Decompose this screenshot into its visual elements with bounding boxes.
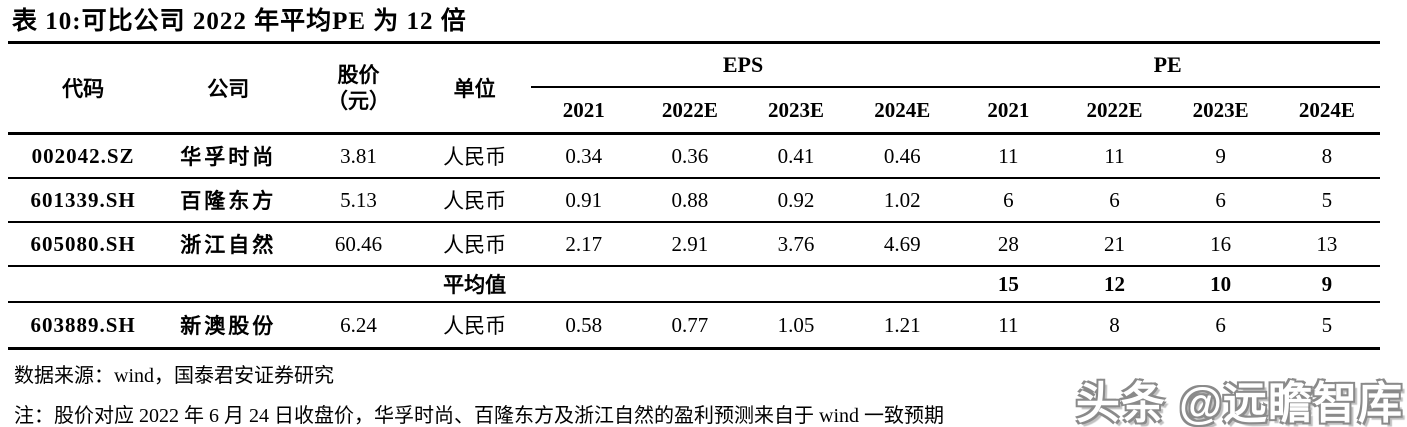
- pe-2024e: 8: [1321, 143, 1333, 168]
- table-title: 表 10:可比公司 2022 年平均PE 为 12 倍: [12, 8, 467, 35]
- currency-unit: 人民币: [443, 314, 507, 338]
- pe-2023e: 16: [1210, 231, 1232, 256]
- table-row-bailong: 601339.SH 百隆东方 5.13 人民币 0.91 0.88 0.92 1…: [8, 178, 1380, 222]
- pe-2021: 6: [1003, 187, 1014, 212]
- eps-2024e: 4.69: [883, 231, 921, 256]
- currency-unit: 人民币: [443, 145, 507, 169]
- avg-pe-2022e: 12: [1104, 271, 1126, 296]
- stock-price: 3.81: [340, 143, 377, 168]
- pe-2023e: 6: [1215, 187, 1226, 212]
- avg-pe-2021: 15: [997, 271, 1019, 296]
- pe-2024e: 5: [1321, 187, 1333, 212]
- pe-2022e: 11: [1104, 143, 1125, 168]
- currency-unit: 人民币: [443, 189, 507, 213]
- eps-2021: 2.17: [565, 231, 603, 256]
- col-header-eps-2022e: 2022E: [636, 87, 743, 135]
- stock-price: 60.46: [334, 231, 383, 256]
- average-label: 平均值: [443, 273, 507, 297]
- table-row-average: 平均值 15 12 10 9: [8, 266, 1380, 302]
- empty-cell: [637, 266, 743, 302]
- col-header-unit: 单位: [418, 42, 531, 135]
- col-header-company: 公司: [158, 42, 299, 135]
- empty-cell: [158, 266, 298, 302]
- comparable-companies-table: 代码 公司 股价 （元） 单位 EPS PE 2021 2022E 2023E …: [8, 41, 1380, 350]
- eps-2021: 0.91: [565, 187, 603, 212]
- eps-2022e: 0.77: [671, 312, 709, 337]
- eps-2023e: 1.05: [777, 312, 815, 337]
- stock-code: 605080.SH: [30, 231, 136, 256]
- table-row-xinao: 603889.SH 新澳股份 6.24 人民币 0.58 0.77 1.05 1…: [8, 302, 1380, 349]
- avg-pe-2024e: 9: [1321, 271, 1333, 296]
- pe-2024e: 5: [1321, 312, 1333, 337]
- pe-2023e: 9: [1215, 143, 1226, 168]
- pe-2022e: 6: [1109, 187, 1120, 212]
- eps-2022e: 0.88: [671, 187, 709, 212]
- col-header-eps-2024e: 2024E: [849, 87, 956, 135]
- eps-2023e: 3.76: [777, 231, 815, 256]
- watermark: 头条 @远瞻智库: [1075, 379, 1403, 427]
- col-header-price: 股价 （元）: [298, 42, 419, 135]
- eps-2022e: 2.91: [671, 231, 709, 256]
- pe-2021: 11: [998, 143, 1019, 168]
- price-label-line1: 股价: [337, 63, 380, 87]
- empty-cell: [8, 266, 158, 302]
- eps-2023e: 0.41: [777, 143, 815, 168]
- col-group-pe: PE: [955, 42, 1380, 88]
- footnote: 注：股价对应 2022 年 6 月 24 日收盘价，华孚时尚、百隆东方及浙江自然…: [14, 405, 944, 427]
- eps-2024e: 1.21: [883, 312, 921, 337]
- pe-2023e: 6: [1215, 312, 1226, 337]
- pe-2024e: 13: [1316, 231, 1338, 256]
- avg-pe-2023e: 10: [1210, 271, 1232, 296]
- eps-2024e: 0.46: [883, 143, 921, 168]
- empty-cell: [849, 266, 955, 302]
- col-header-pe-2023e: 2023E: [1167, 87, 1274, 135]
- data-source-note: 数据来源：wind，国泰君安证券研究: [14, 365, 334, 387]
- stock-price: 5.13: [340, 187, 377, 212]
- table-row-zhejiang: 605080.SH 浙江自然 60.46 人民币 2.17 2.91 3.76 …: [8, 222, 1380, 266]
- pe-2022e: 8: [1109, 312, 1120, 337]
- price-label-line2: （元）: [326, 89, 390, 113]
- stock-price: 6.24: [340, 312, 377, 337]
- pe-2021: 11: [998, 312, 1019, 337]
- col-header-code: 代码: [8, 42, 159, 135]
- empty-cell: [298, 266, 418, 302]
- company-name: 新澳股份: [180, 314, 277, 338]
- currency-unit: 人民币: [443, 233, 507, 257]
- company-name: 百隆东方: [180, 189, 277, 213]
- col-group-eps: EPS: [530, 42, 956, 88]
- pe-2021: 28: [997, 231, 1019, 256]
- eps-2024e: 1.02: [883, 187, 921, 212]
- stock-code: 603889.SH: [30, 312, 136, 337]
- col-header-pe-2024e: 2024E: [1273, 87, 1380, 135]
- table-row-huafu: 002042.SZ 华孚时尚 3.81 人民币 0.34 0.36 0.41 0…: [8, 134, 1380, 178]
- col-header-pe-2022e: 2022E: [1061, 87, 1168, 135]
- pe-2022e: 21: [1104, 231, 1126, 256]
- col-header-eps-2023e: 2023E: [742, 87, 850, 135]
- eps-2022e: 0.36: [671, 143, 709, 168]
- stock-code: 002042.SZ: [31, 143, 135, 168]
- col-header-eps-2021: 2021: [530, 87, 637, 135]
- empty-cell: [531, 266, 637, 302]
- stock-code: 601339.SH: [30, 187, 136, 212]
- col-header-pe-2021: 2021: [955, 87, 1062, 135]
- company-name: 华孚时尚: [180, 145, 277, 169]
- eps-2021: 0.58: [565, 312, 603, 337]
- company-name: 浙江自然: [180, 233, 277, 257]
- eps-2021: 0.34: [565, 143, 603, 168]
- empty-cell: [743, 266, 849, 302]
- eps-2023e: 0.92: [777, 187, 815, 212]
